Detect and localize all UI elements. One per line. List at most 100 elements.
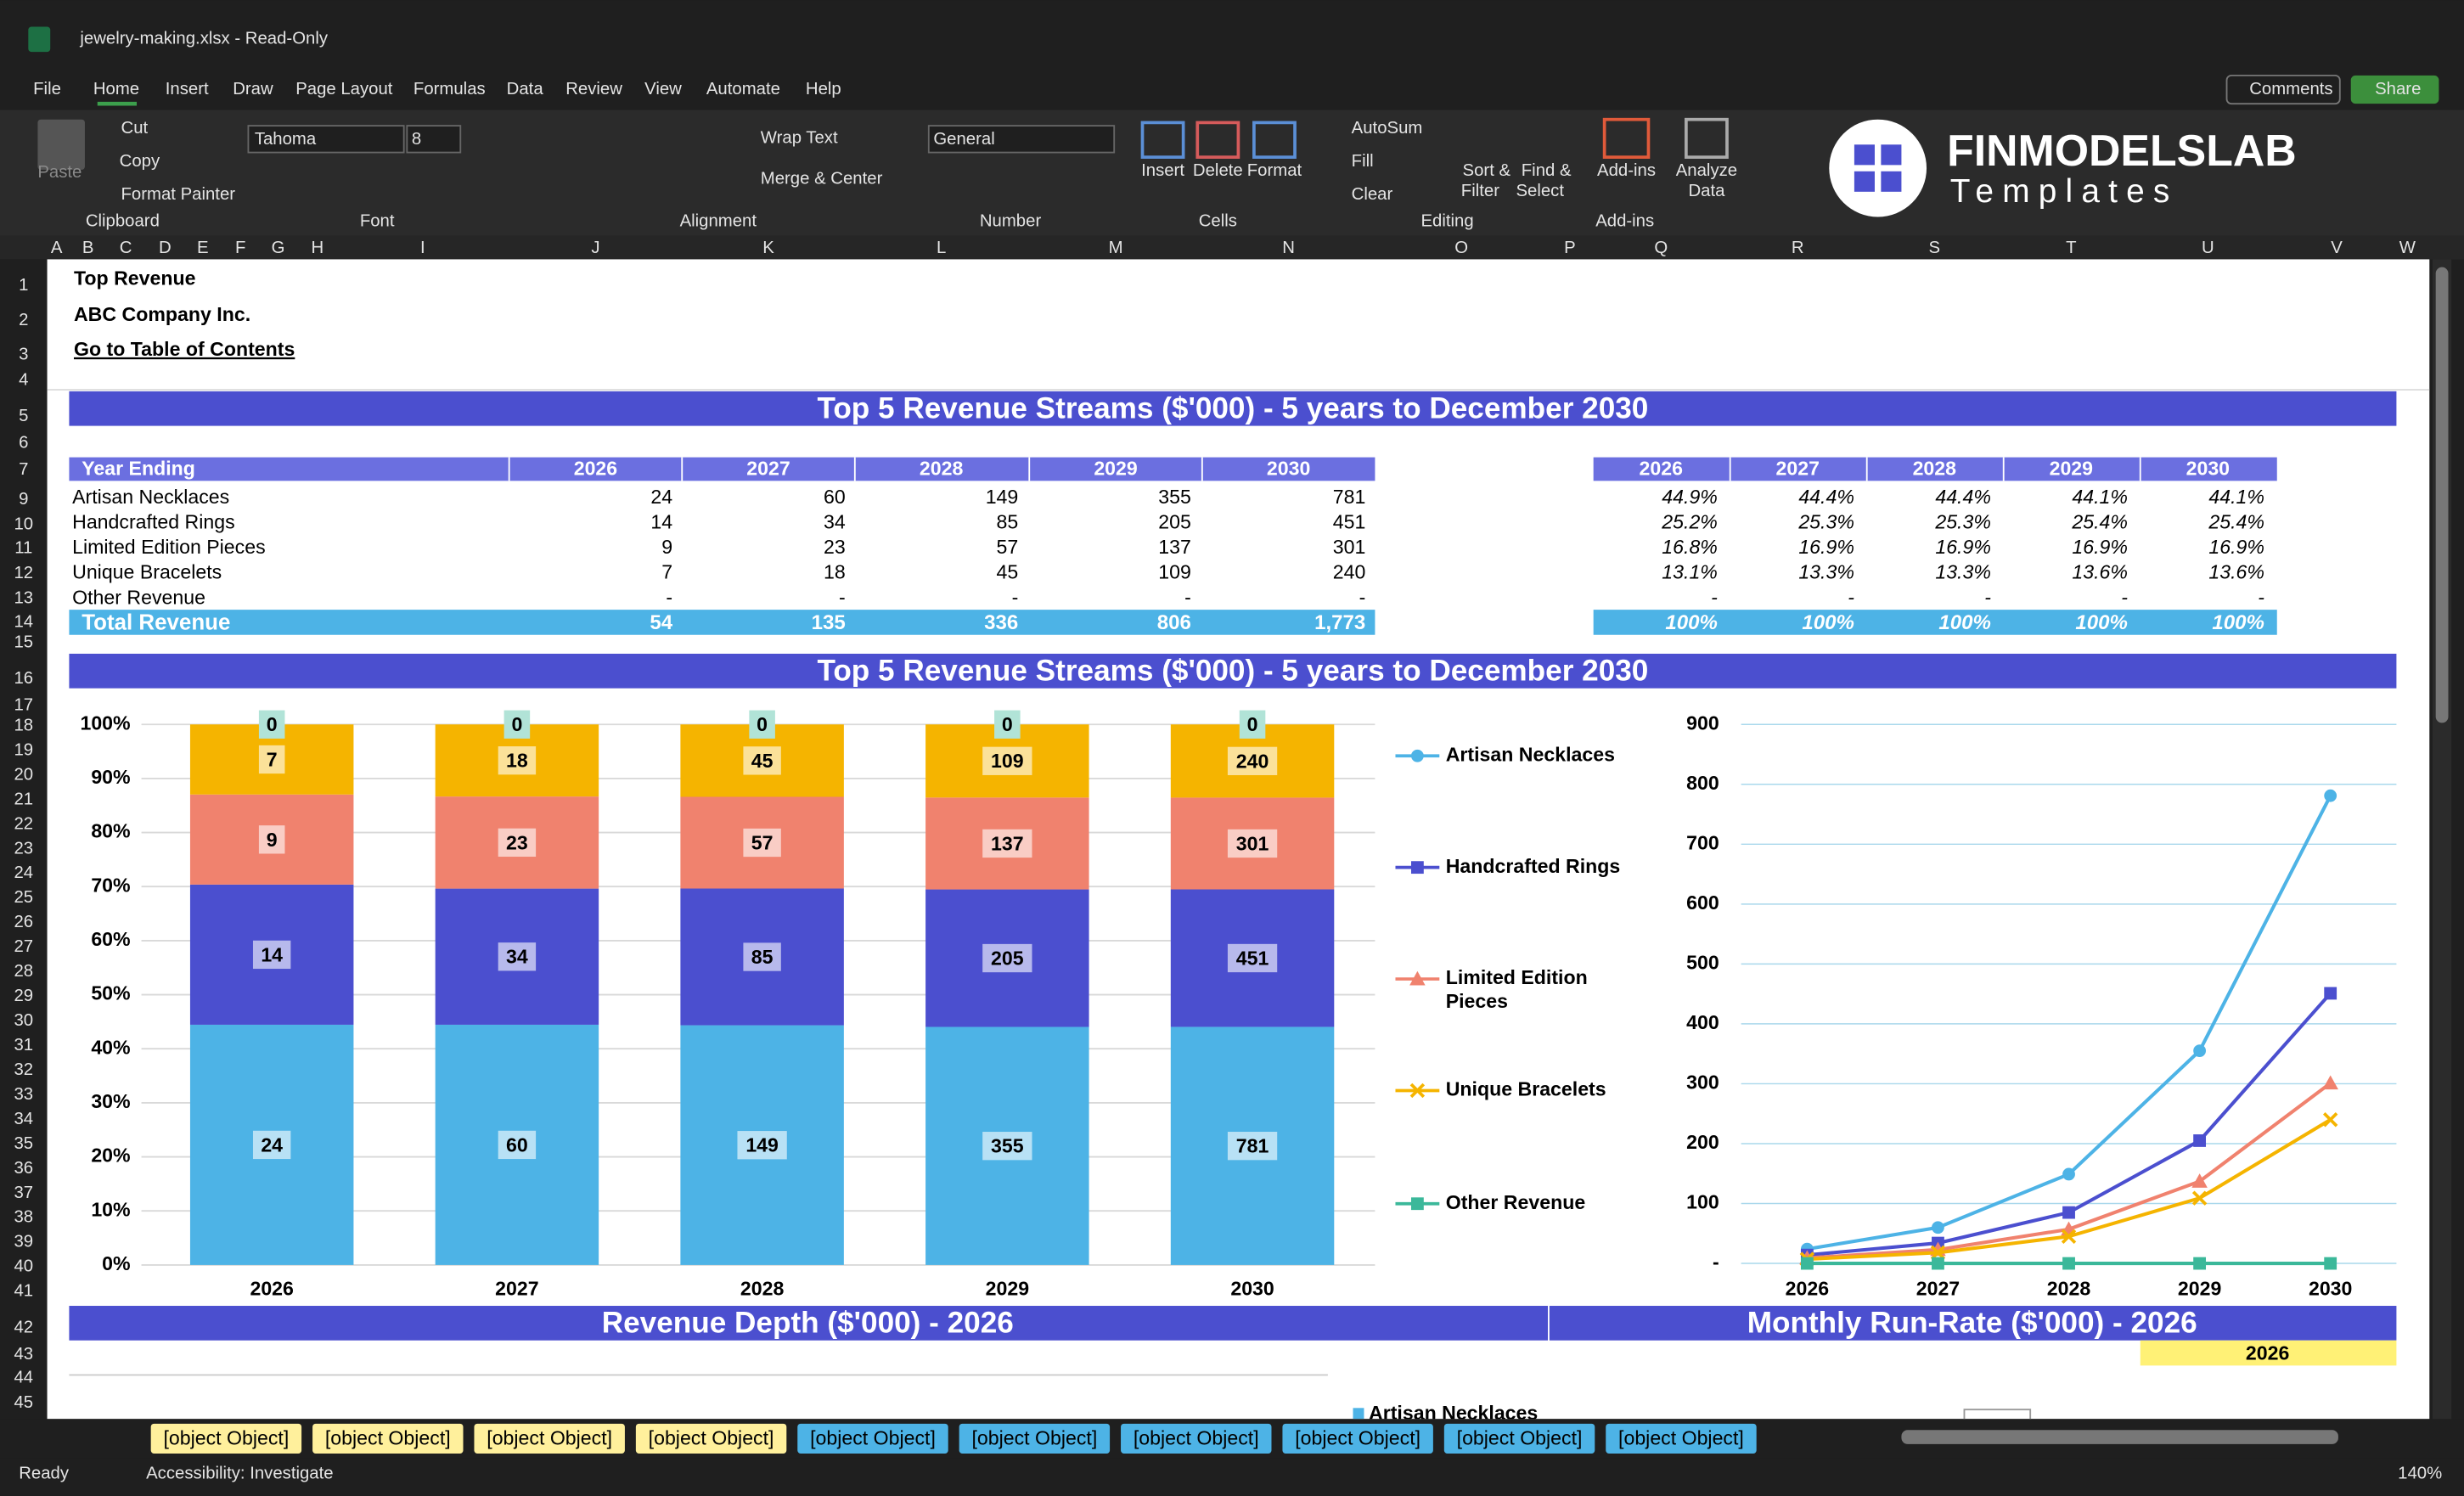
table-header-band: [69, 458, 1375, 481]
logo-sub: Templates: [1950, 173, 2179, 210]
cell-value: 149: [986, 486, 1019, 508]
row-header: 36: [14, 1159, 33, 1178]
ribbon-label[interactable]: Sort &: [1463, 161, 1511, 180]
tab-label[interactable]: [object Object]: [971, 1426, 1097, 1448]
ribbon-label[interactable]: Select: [1516, 182, 1564, 200]
cell-value: 205: [1158, 510, 1191, 532]
column-header: M: [1109, 239, 1123, 257]
ribbon-label[interactable]: Format: [1247, 161, 1302, 180]
ribbon-label[interactable]: General: [933, 130, 994, 149]
tab-label[interactable]: [object Object]: [1457, 1426, 1583, 1448]
ribbon-label[interactable]: Data: [1688, 182, 1725, 200]
y-tick-label: 0%: [102, 1252, 130, 1274]
scroll-thumb[interactable]: [2436, 267, 2449, 723]
line-marker: [1801, 1257, 1814, 1270]
row-header: 27: [14, 937, 33, 956]
pct-value: 13.3%: [1798, 561, 1854, 583]
data-label: 34: [506, 946, 528, 968]
menu-item[interactable]: Page Layout: [295, 80, 393, 98]
menu-item[interactable]: Automate: [706, 80, 780, 98]
pct-value: 44.1%: [2072, 486, 2128, 508]
ribbon-label[interactable]: Add-ins: [1597, 161, 1656, 180]
cell-value: 7: [661, 561, 672, 583]
y-tick-label: 500: [1686, 951, 1719, 973]
ribbon-label[interactable]: Delete: [1193, 161, 1243, 180]
row-header: 13: [14, 589, 33, 608]
pct-value: 16.9%: [1935, 536, 1991, 558]
total-value: 1,773: [1314, 611, 1365, 634]
y-tick-label: 10%: [91, 1198, 130, 1220]
ribbon-label: Font: [360, 211, 395, 230]
status-zoom[interactable]: 140%: [2398, 1464, 2442, 1482]
column-header: D: [159, 239, 172, 257]
year-header: 2029: [1094, 458, 1137, 480]
column-header: G: [272, 239, 285, 257]
ribbon-label[interactable]: Find &: [1522, 161, 1572, 180]
comments[interactable]: Comments: [2249, 80, 2332, 98]
h-scroll-thumb[interactable]: [1901, 1430, 2338, 1444]
line-marker: [2062, 1168, 2075, 1181]
pct-value: 16.9%: [2072, 536, 2128, 558]
menu-item[interactable]: View: [644, 80, 682, 98]
line-marker: [2324, 1257, 2337, 1270]
ribbon-label[interactable]: Cut: [121, 119, 149, 138]
cell-value: -: [666, 586, 672, 608]
menu-item[interactable]: Draw: [233, 80, 273, 98]
toc-link[interactable]: Go to Table of Contents: [74, 338, 295, 360]
ribbon-label[interactable]: Format Painter: [121, 185, 236, 204]
menu-item[interactable]: Insert: [166, 80, 209, 98]
y-tick-label: 800: [1686, 772, 1719, 794]
menu-item[interactable]: Formulas: [413, 80, 486, 98]
data-label: 0: [1002, 713, 1013, 735]
ribbon-label[interactable]: Filter: [1461, 182, 1499, 200]
tab-label[interactable]: [object Object]: [1295, 1426, 1420, 1448]
ribbon-label[interactable]: Insert: [1141, 161, 1184, 180]
ribbon-label[interactable]: AutoSum: [1352, 119, 1423, 138]
ribbon-label[interactable]: Copy: [120, 152, 160, 171]
menu-item[interactable]: Review: [565, 80, 622, 98]
ribbon-label[interactable]: Clear: [1352, 185, 1393, 204]
column-header: W: [2399, 239, 2416, 257]
ribbon-label[interactable]: Paste: [37, 163, 82, 182]
ribbon-label[interactable]: Tahoma: [255, 130, 317, 149]
tab-label[interactable]: [object Object]: [487, 1426, 612, 1448]
status-accessibility[interactable]: Accessibility: Investigate: [146, 1464, 333, 1482]
tab-label[interactable]: [object Object]: [1618, 1426, 1744, 1448]
share[interactable]: Share: [2375, 80, 2421, 98]
ribbon-label[interactable]: Fill: [1352, 152, 1374, 171]
menu-item[interactable]: Help: [806, 80, 841, 98]
ribbon-label[interactable]: Merge & Center: [761, 169, 883, 188]
ribbon-label[interactable]: 8: [412, 130, 421, 149]
logo-brand: FINMODELSLAB: [1947, 126, 2297, 175]
tab-label[interactable]: [object Object]: [163, 1426, 289, 1448]
data-label: 137: [991, 832, 1024, 854]
tab-label[interactable]: [object Object]: [1134, 1426, 1259, 1448]
menu-item[interactable]: Home: [93, 80, 139, 98]
ribbon-label[interactable]: Wrap Text: [761, 128, 838, 147]
cell-value: -: [1184, 586, 1191, 608]
pct-value: 44.4%: [1935, 486, 1991, 508]
y-tick-label: 90%: [91, 766, 130, 788]
row-header: 14: [14, 612, 33, 631]
y-tick-label: 100%: [80, 711, 130, 734]
legend-entry: Handcrafted Rings: [1446, 855, 1621, 877]
y-tick-label: 40%: [91, 1036, 130, 1058]
tab-label[interactable]: [object Object]: [325, 1426, 451, 1448]
menu-item[interactable]: Data: [507, 80, 544, 98]
tab-label[interactable]: [object Object]: [649, 1426, 774, 1448]
ribbon-label[interactable]: Analyze: [1676, 161, 1737, 180]
tab-label[interactable]: [object Object]: [810, 1426, 936, 1448]
row-header: 39: [14, 1233, 33, 1251]
y-tick-label: 700: [1686, 831, 1719, 853]
y-tick-label: 20%: [91, 1144, 130, 1167]
row-header: 3: [19, 346, 28, 364]
menu-item[interactable]: File: [33, 80, 61, 98]
year-header: 2026: [574, 458, 618, 480]
ribbon-label: Cells: [1199, 211, 1237, 230]
row-label: Other Revenue: [72, 586, 205, 608]
row-header: 22: [14, 814, 33, 833]
pct-year-header: 2030: [2186, 458, 2230, 480]
pct-total: 100%: [1938, 611, 1991, 634]
pct-value: 25.3%: [1797, 510, 1854, 532]
pct-value: 16.8%: [1662, 536, 1718, 558]
